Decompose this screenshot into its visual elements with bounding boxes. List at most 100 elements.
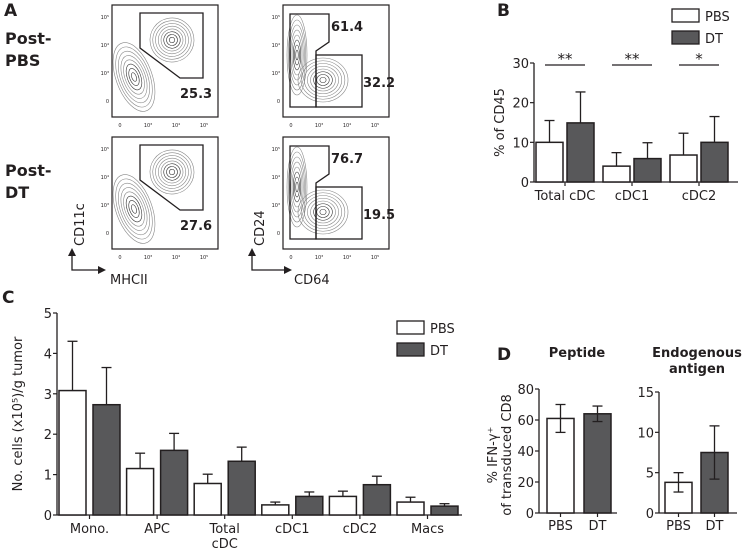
bar-C-total-cdc-dt [227, 460, 256, 516]
x-tick-label: Total cDC [534, 189, 596, 204]
panel-label-d: D [497, 345, 511, 365]
legend-label-pbs: PBS [705, 10, 730, 25]
y-tick-label: 3 [44, 388, 52, 403]
bar-B-cdc2-pbs [669, 154, 698, 183]
bar-C-total-cdc-pbs [193, 482, 222, 516]
bar-B-total-cdc-pbs [535, 141, 564, 183]
flow-y-tick: 0 [106, 231, 109, 237]
flow-x-tick: 10⁵ [371, 255, 379, 261]
flow-y-tick: 10⁵ [272, 15, 280, 21]
significance-stars: ** [558, 50, 574, 68]
bar-C-apc-pbs [125, 467, 155, 516]
flow-x-tick: 10⁴ [172, 123, 180, 129]
legend-label-pbs: PBS [430, 322, 455, 337]
chart-title: Peptide [549, 346, 606, 361]
x-tick-label: APC [144, 522, 170, 537]
x-tick-label: PBS [548, 519, 573, 534]
flow-x-tick: 10³ [144, 123, 152, 129]
y-tick-label: 15 [637, 386, 654, 401]
gate-percent-cd64-high: 32.2 [363, 76, 395, 91]
y-tick-label: 80 [517, 383, 534, 398]
flow-x-tick: 10⁴ [343, 255, 351, 261]
x-tick-label: cDC1 [615, 189, 650, 204]
flow-x-tick: 10⁵ [200, 255, 208, 261]
x-tick-label: DT [706, 519, 724, 534]
y-tick-label: 40 [517, 445, 534, 460]
row-label-dt-line2: DT [5, 183, 29, 202]
bar-D1-dt-dt [583, 413, 612, 514]
flow-x-tick: 10⁴ [343, 123, 351, 129]
d-ylabel-line2: of transduced CD8 [500, 394, 515, 515]
flow-y-tick: 10⁴ [272, 43, 280, 49]
flow-y-tick: 10⁵ [101, 147, 109, 153]
flow-y-tick: 10⁵ [101, 15, 109, 21]
chart-B: 0 10 20 30 Total cDC ** cDC1 ** cDC2 * % of CD45 PB… [493, 8, 738, 204]
gate-polygon [139, 144, 204, 211]
flow-x-tick: 10⁵ [200, 123, 208, 129]
flow-x-tick: 10³ [315, 123, 323, 129]
bar-C-macs-pbs [396, 501, 425, 516]
axis-arrow-cd11c-mhcii [68, 248, 106, 274]
bar-C-cdc2-pbs [328, 495, 358, 516]
flow-x-tick: 0 [289, 255, 292, 261]
gate-cd64-high [315, 54, 363, 108]
y-tick-label: 5 [44, 307, 52, 322]
contour-lines [112, 17, 195, 112]
x-tick-label: Macs [411, 522, 444, 537]
bar-C-macs-dt [430, 505, 459, 516]
gate-percent-cd64-high: 19.5 [363, 208, 395, 223]
flow-plot-mhcii-cd11c-row2: 0 0 10³ 10³ 10⁴ 10⁴ 10⁵ 10⁵ 27.6 [101, 136, 219, 261]
flow-x-tick: 10⁵ [371, 123, 379, 129]
legend-swatch-pbs [671, 8, 700, 23]
y-tick-label: 2 [44, 428, 52, 443]
gate-percent-cd24-high: 76.7 [331, 152, 363, 167]
significance-stars: ** [625, 50, 641, 68]
flow-y-tick: 10⁴ [101, 175, 109, 181]
y-tick-label: 10 [637, 426, 654, 441]
y-axis-label: No. cells (x10⁵)/g tumor [11, 336, 26, 491]
flow-y-tick: 0 [277, 231, 280, 237]
y-tick-label: 30 [512, 57, 529, 72]
flow-y-tick: 10⁵ [272, 147, 280, 153]
row-label-pbs-line1: Post- [5, 29, 52, 48]
bar-B-cdc2-dt [700, 141, 729, 183]
gate-cd24-high [289, 13, 330, 108]
bar-B-cdc1-pbs [602, 165, 631, 183]
panel-label-b: B [497, 1, 510, 21]
y-tick-label: 0 [526, 507, 534, 522]
flow-x-tick: 10⁴ [172, 255, 180, 261]
y-tick-label: 5 [646, 467, 654, 482]
flow-y-tick: 10⁴ [272, 175, 280, 181]
legend-swatch-pbs [396, 320, 425, 335]
axis-label-cd11c: CD11c [73, 203, 88, 246]
y-tick-label: 0 [521, 176, 529, 191]
x-tick-label: cDC2 [682, 189, 717, 204]
flow-y-tick: 10³ [272, 71, 280, 77]
y-tick-label: 20 [512, 97, 529, 112]
row-label-pbs-line2: PBS [5, 51, 40, 70]
y-tick-label: 60 [517, 414, 534, 429]
flow-y-tick: 10⁴ [101, 43, 109, 49]
flow-y-tick: 10³ [101, 71, 109, 77]
y-tick-label: 10 [512, 136, 529, 151]
y-tick-label: 0 [646, 507, 654, 522]
x-tick-label: cDC [212, 537, 238, 552]
bar-B-total-cdc-dt [566, 122, 595, 183]
contour-lines [112, 149, 195, 244]
panel-label-c: C [2, 288, 14, 308]
gate-polygon [139, 12, 204, 79]
gate-percent-cd24-high: 61.4 [331, 20, 363, 35]
bar-C-cdc1-pbs [261, 504, 290, 516]
gate-cd24-high [289, 145, 330, 240]
gate-percent-cd11c-mhcii: 25.3 [180, 87, 212, 102]
flow-plot-cd64-cd24-row1: 0 0 10³ 10³ 10⁴ 10⁴ 10⁵ 10⁵ 61.4 32.2 [272, 4, 395, 129]
flow-plots: 0 0 10³ 10³ 10⁴ 10⁴ 10⁵ 10⁵ 25.3 0 0 10³ 10³ 10⁴ 10⁴ 10… [101, 4, 395, 261]
x-tick-label: Mono. [70, 522, 109, 537]
legend-label-dt: DT [705, 32, 723, 47]
gate-percent-cd11c-mhcii: 27.6 [180, 219, 212, 234]
bar-C-mono--pbs [58, 389, 87, 516]
flow-plot-cd64-cd24-row2: 0 0 10³ 10³ 10⁴ 10⁴ 10⁵ 10⁵ 76.7 19.5 [272, 136, 395, 261]
x-tick-label: cDC2 [343, 522, 378, 537]
flow-x-tick: 0 [289, 123, 292, 129]
